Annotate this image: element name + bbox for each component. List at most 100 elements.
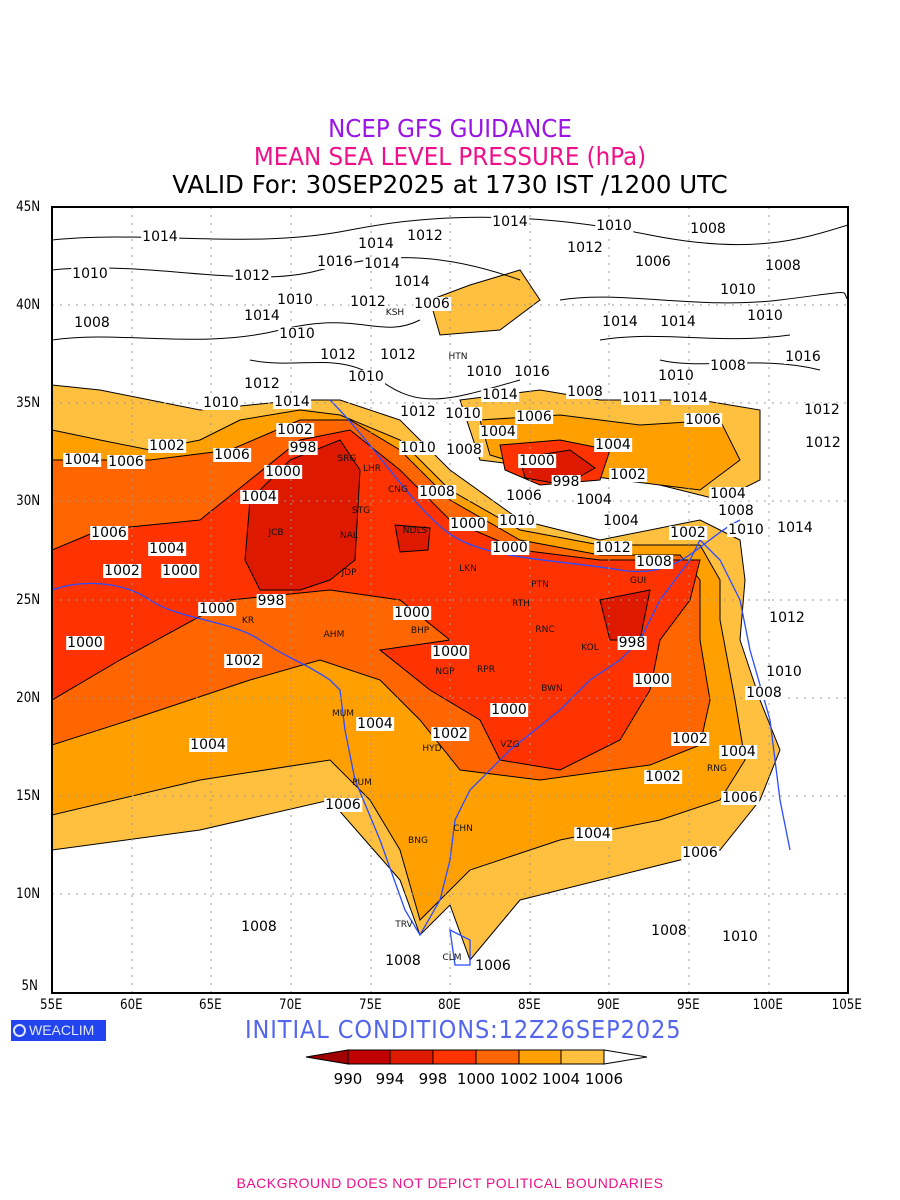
contour-label: 1006	[634, 254, 672, 270]
contour-label: 1010	[278, 326, 316, 342]
lat-label: 10N	[16, 886, 41, 902]
contour-label: 1016	[784, 349, 822, 365]
contour-label: 1004	[148, 541, 186, 557]
city-label: JDP	[341, 568, 357, 578]
colorbar-label: 990	[333, 1070, 363, 1088]
contour-label: 1008	[689, 221, 727, 237]
contour-label: 1000	[518, 453, 556, 469]
city-label: SRG	[337, 454, 357, 464]
contour-label: 1012	[233, 268, 271, 284]
contour-label: 1016	[316, 254, 354, 270]
band-1006-tibet	[429, 269, 541, 336]
contour-label: 1004	[574, 826, 612, 842]
contour-label: 1008	[650, 923, 688, 939]
lon-label: 95E	[677, 997, 700, 1013]
city-label: HYD	[422, 744, 442, 754]
colorbar-swatch-1002	[518, 1049, 562, 1065]
contour-label: 1010	[727, 522, 765, 538]
contour-label: 1010	[719, 282, 757, 298]
city-label: BNG	[408, 836, 428, 846]
contour-label: 1004	[719, 744, 757, 760]
contour-label: 1010	[347, 369, 385, 385]
contour-label: 1006	[505, 488, 543, 504]
contour-label: 1002	[224, 653, 262, 669]
contour-label: 1000	[491, 540, 529, 556]
colorbar-swatch-998	[432, 1049, 477, 1065]
contour-label: 1000	[264, 464, 302, 480]
contour-label: 1002	[609, 467, 647, 483]
band-1000	[52, 429, 701, 771]
contour-label: 1006	[474, 958, 512, 974]
lat-label: 15N	[16, 788, 41, 804]
city-label: RTH	[512, 599, 530, 609]
contour-label: 1000	[490, 702, 528, 718]
contour-label: 1016	[513, 364, 551, 380]
contour-label: 1006	[213, 447, 251, 463]
lat-label: 35N	[16, 395, 41, 411]
contour-label: 1006	[681, 845, 719, 861]
logo-text: WEACLIM	[29, 1022, 95, 1038]
city-label: KOL	[581, 643, 599, 653]
city-label: BHP	[410, 626, 430, 636]
contour-label: 1012	[803, 402, 841, 418]
contour-label: 1014	[357, 236, 395, 252]
contour-label: 1014	[671, 390, 709, 406]
band-998-ndls	[394, 524, 431, 553]
city-label: KR	[241, 616, 255, 626]
city-label: LKN	[459, 564, 477, 574]
contour-label: 1004	[356, 716, 394, 732]
contour-label: 1014	[141, 229, 179, 245]
contour-label: 1006	[107, 454, 145, 470]
city-label: NDLS	[402, 526, 428, 536]
contour-label: 1006	[413, 296, 451, 312]
contour-label: 1006	[324, 797, 362, 813]
contour-label: 1000	[393, 605, 431, 621]
lon-label: 100E	[752, 997, 783, 1013]
contour-label: 1004	[479, 424, 517, 440]
contour-label: 1006	[721, 790, 759, 806]
contour-label: 1008	[764, 258, 802, 274]
lon-label: 70E	[279, 997, 302, 1013]
city-label: MUM	[331, 709, 355, 719]
contour-label: 1004	[709, 486, 747, 502]
city-label: PUM	[352, 778, 372, 788]
colorbar-swatch-1000	[475, 1049, 520, 1065]
contour-label: 1008	[717, 503, 755, 519]
contour-label: 1004	[575, 492, 613, 508]
colorbar-label: 1002	[499, 1070, 539, 1088]
contour-label: 1002	[644, 769, 682, 785]
contour-label: 1000	[449, 516, 487, 532]
city-label: GUI	[629, 576, 647, 586]
contour-label: 998	[551, 474, 581, 490]
city-label: TRV	[395, 920, 413, 930]
city-label: NGP	[435, 667, 455, 677]
contour-label: 1004	[602, 513, 640, 529]
contour-label: 1012	[349, 294, 387, 310]
model-title: NCEP GFS GUIDANCE	[328, 114, 572, 143]
contour-label: 1012	[319, 347, 357, 363]
contour-label: 1014	[776, 520, 814, 536]
contour-label: 1012	[243, 376, 281, 392]
contour-label: 1012	[379, 347, 417, 363]
contour-label: 1008	[73, 315, 111, 331]
contour-label: 1004	[594, 437, 632, 453]
contour-label: 1008	[240, 919, 278, 935]
city-label: RNC	[535, 625, 555, 635]
contour-label: 1002	[431, 726, 469, 742]
city-label: LHR	[362, 464, 382, 474]
contour-label: 1000	[431, 644, 469, 660]
contour-label: 1000	[161, 563, 199, 579]
city-label: PTN	[531, 580, 549, 590]
lat-label: 5N	[21, 978, 38, 994]
contour-label: 1010	[595, 218, 633, 234]
lon-label: 80E	[438, 997, 461, 1013]
lon-label: 105E	[831, 997, 862, 1013]
contour-label: 1008	[384, 953, 422, 969]
gridlines	[52, 207, 848, 993]
colorbar-swatch-994	[389, 1049, 434, 1065]
contour-label: 1004	[189, 737, 227, 753]
contour-label: 1006	[684, 412, 722, 428]
contour-label: 1010	[765, 664, 803, 680]
contour-label: 1000	[66, 635, 104, 651]
